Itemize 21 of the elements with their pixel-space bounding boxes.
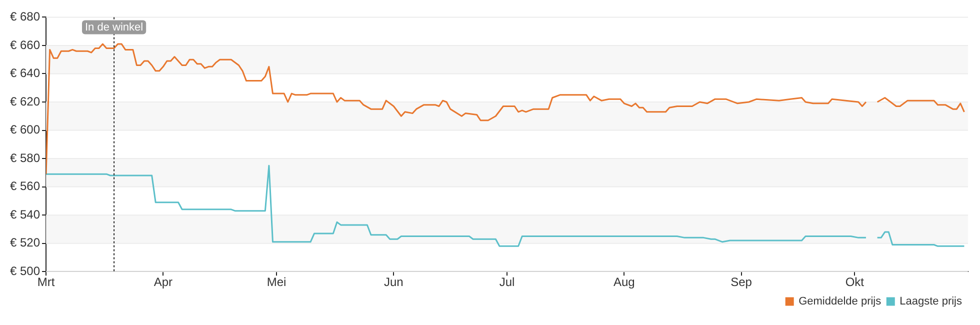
y-tick-label: € 540: [10, 207, 40, 222]
y-tick-label: € 500: [10, 264, 40, 278]
y-tick-label: € 620: [10, 94, 40, 108]
y-tick-label: € 520: [10, 236, 40, 250]
y-tick-label: € 560: [10, 179, 40, 194]
x-tick-label: Jun: [384, 275, 404, 290]
y-tick-label: € 600: [10, 122, 40, 137]
y-tick-label: € 680: [10, 10, 40, 24]
legend-label: Gemiddelde prijs: [798, 296, 882, 308]
x-tick-label: Mei: [266, 275, 286, 290]
ref-line-label: In de winkel: [84, 22, 144, 34]
y-tick-label: € 660: [10, 38, 40, 52]
x-tick-label: Okt: [845, 275, 865, 290]
y-tick-label: € 640: [10, 66, 40, 80]
x-tick-label: Jul: [499, 275, 515, 290]
x-tick-label: Sep: [730, 275, 752, 290]
x-tick-label: Mrt: [37, 275, 56, 290]
y-tick-label: € 580: [10, 150, 40, 165]
x-tick-label: Apr: [154, 275, 173, 290]
legend-label: Laagste prijs: [900, 296, 962, 308]
x-tick-label: Aug: [613, 275, 635, 290]
